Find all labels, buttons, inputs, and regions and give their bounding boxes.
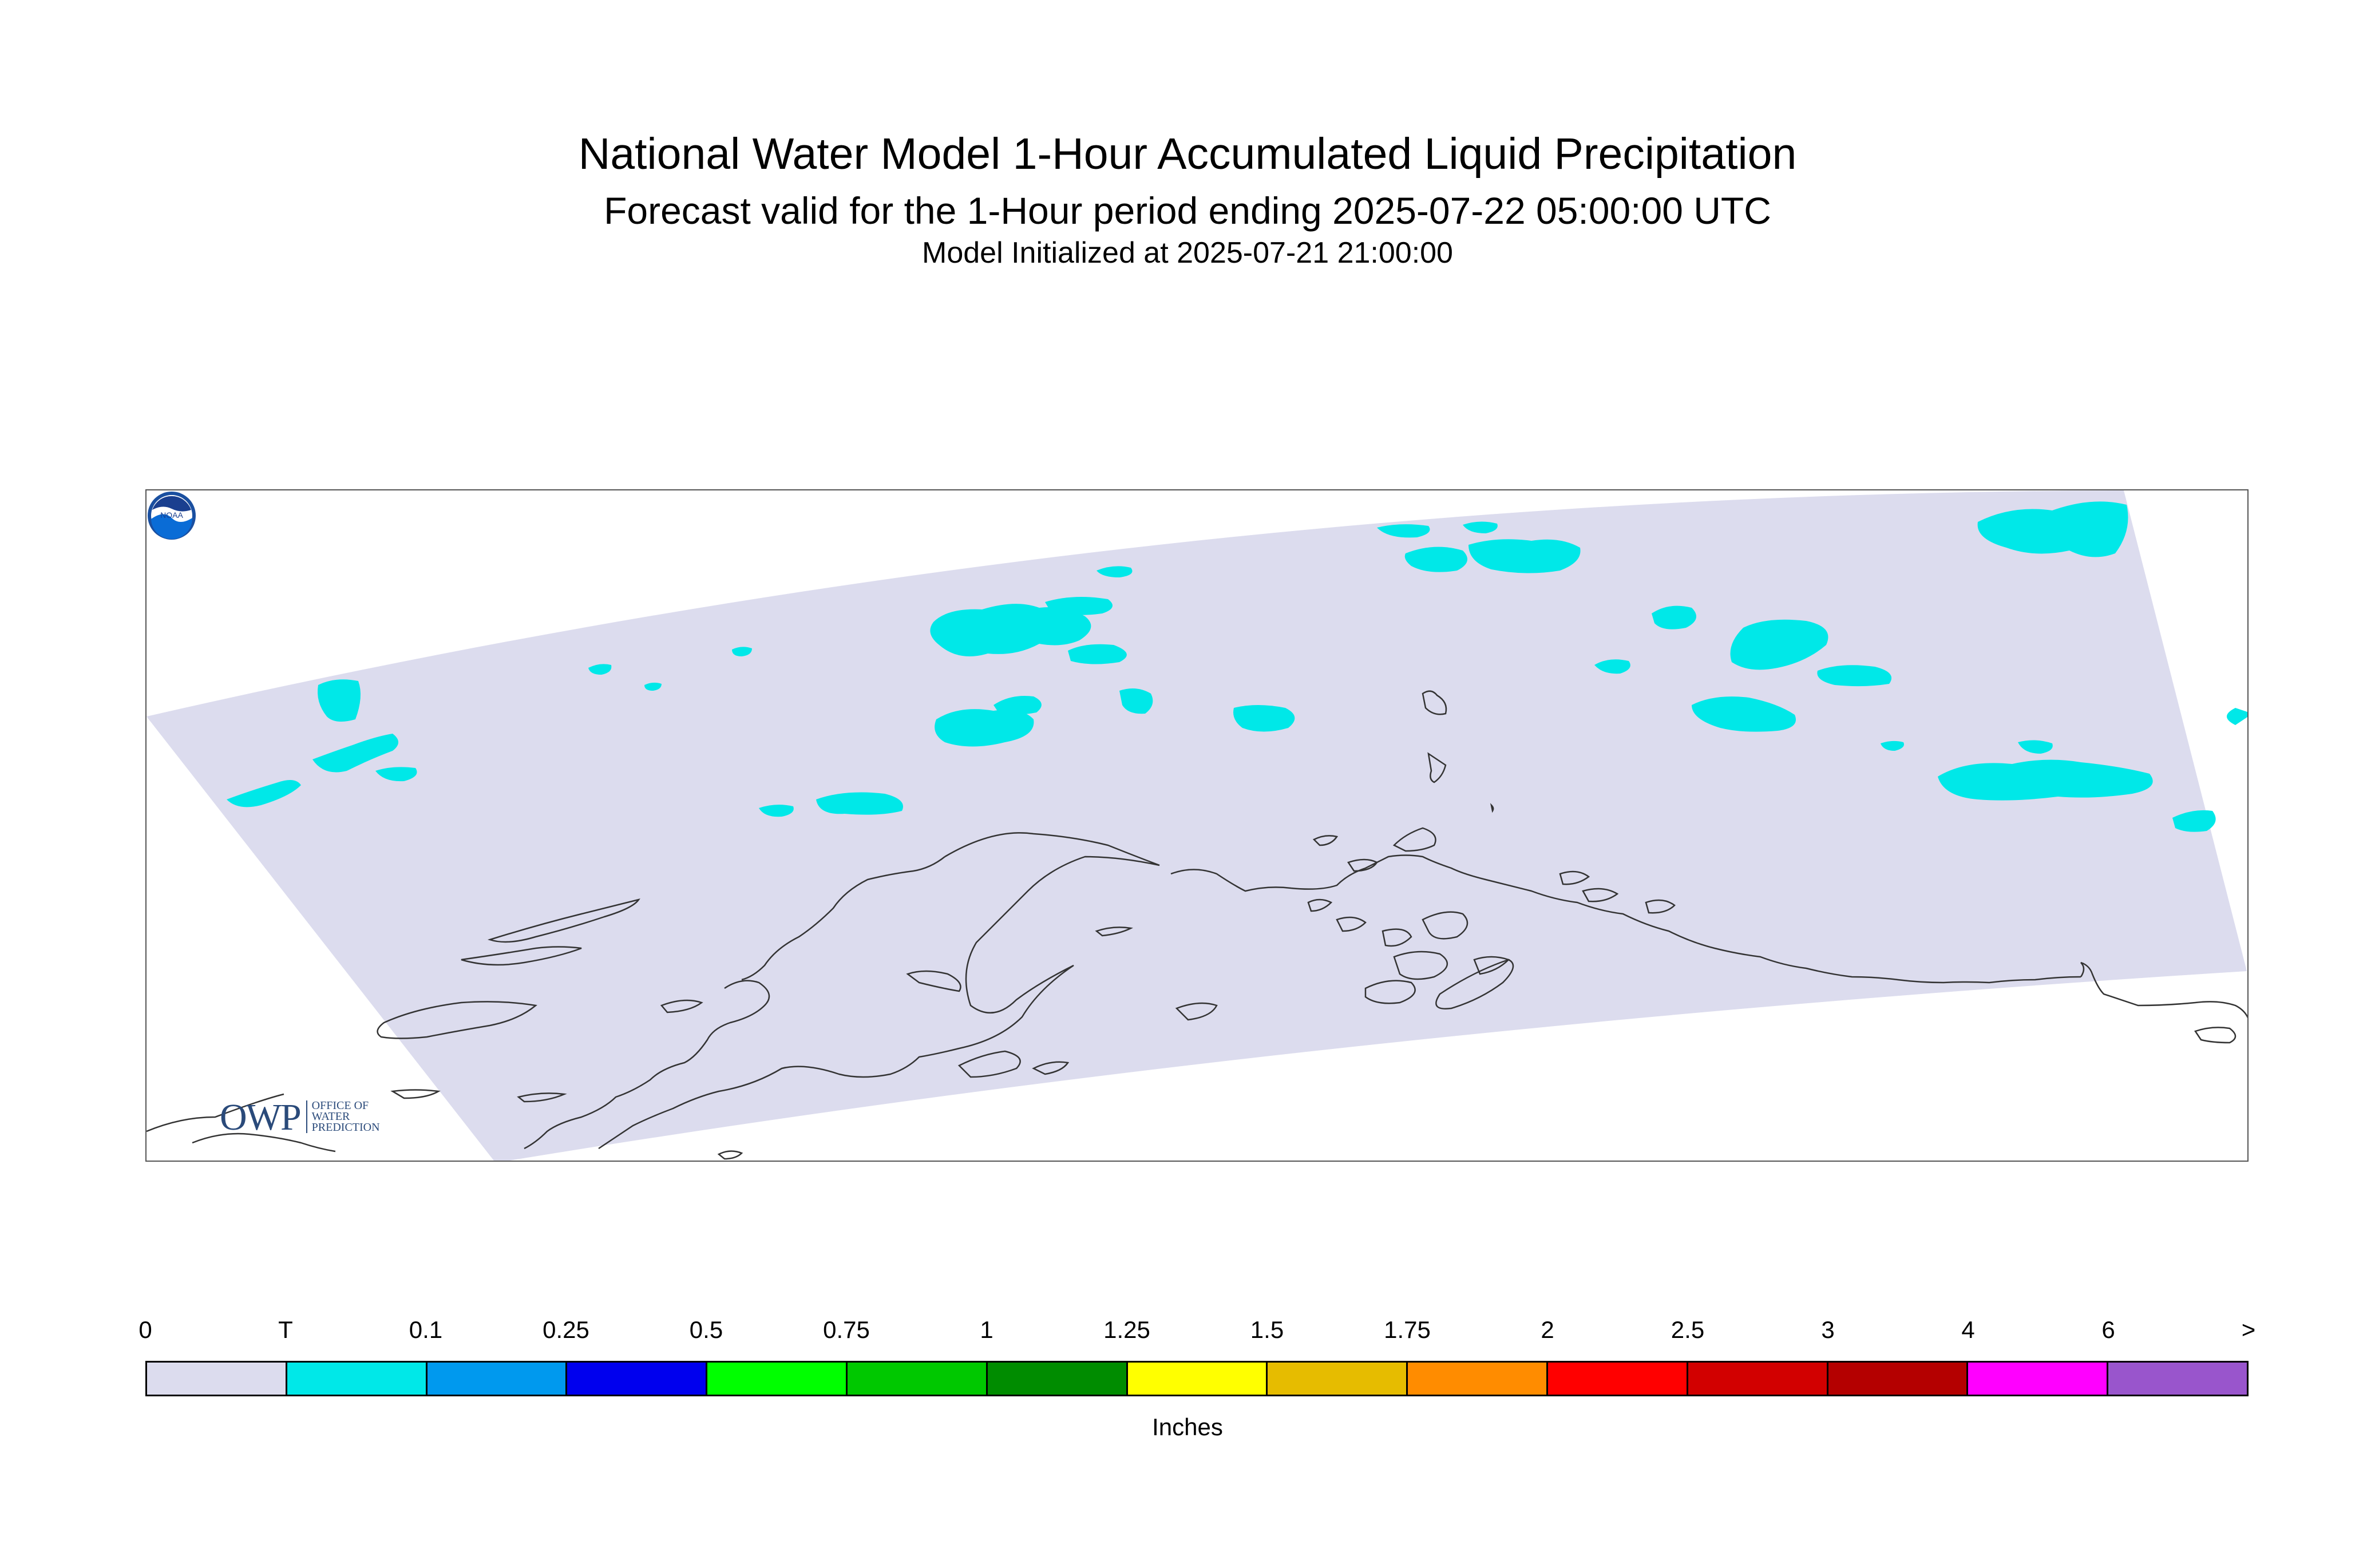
owp-logo: OWP OFFICE OF WATER PREDICTION (220, 1096, 380, 1138)
colorbar-segment (1968, 1363, 2109, 1395)
colorbar-segment (1268, 1363, 1408, 1395)
colorbar-segment (987, 1363, 1128, 1395)
colorbar-segment (567, 1363, 708, 1395)
colorbar-tick-label: 2 (1541, 1316, 1554, 1343)
colorbar-segment (1688, 1363, 1828, 1395)
map-canvas (147, 490, 2247, 1161)
owp-logo-subtitle: OFFICE OF WATER PREDICTION (306, 1100, 380, 1133)
owp-logo-mark: OWP (220, 1096, 302, 1138)
colorbar-tick-label: 1.5 (1250, 1316, 1284, 1343)
forecast-valid-subtitle: Forecast valid for the 1-Hour period end… (604, 189, 1771, 232)
colorbar-segment (287, 1363, 428, 1395)
precip-areas (227, 501, 2247, 832)
colorbar-tick-label: > (2241, 1316, 2256, 1343)
map-title: National Water Model 1-Hour Accumulated … (578, 129, 1797, 179)
colorbar-segment (847, 1363, 988, 1395)
model-initialized-text: Model Initialized at 2025-07-21 21:00:00 (922, 236, 1453, 270)
colorbar-tick-label: 2.5 (1671, 1316, 1705, 1343)
svg-text:NOAA: NOAA (160, 510, 183, 520)
colorbar-segment (1547, 1363, 1688, 1395)
colorbar-segment (147, 1363, 287, 1395)
colorbar-segment (1408, 1363, 1548, 1395)
colorbar-tick-labels: 0 T 0.1 0.25 0.5 0.75 1 1.25 1.5 1.75 2 2.5 3 4 6 > (138, 1316, 2255, 1351)
colorbar (145, 1361, 2249, 1396)
colorbar-tick-label: 0.75 (823, 1316, 870, 1343)
noaa-logo-icon: NOAA (148, 492, 196, 540)
colorbar-units-label: Inches (1152, 1413, 1223, 1440)
colorbar-tick-label: 1.25 (1103, 1316, 1150, 1343)
colorbar-segment (2108, 1363, 2247, 1395)
model-domain-area (147, 490, 2247, 1161)
colorbar-tick-label: 0.25 (543, 1316, 589, 1343)
owp-logo-line3: PREDICTION (311, 1121, 380, 1134)
colorbar-tick-label: 1.75 (1384, 1316, 1431, 1343)
colorbar-tick-label: 0 (138, 1316, 152, 1343)
coastlines (147, 690, 2247, 1160)
precipitation-map: OWP OFFICE OF WATER PREDICTION NOAA (145, 489, 2249, 1162)
colorbar-tick-label: 0.1 (409, 1316, 443, 1343)
owp-logo-line2: WATER (311, 1110, 350, 1123)
colorbar-tick-label: 0.5 (689, 1316, 723, 1343)
colorbar-tick-label: 1 (980, 1316, 993, 1343)
colorbar-segment (707, 1363, 848, 1395)
owp-logo-line1: OFFICE OF (311, 1099, 369, 1112)
colorbar-tick-label: 4 (1961, 1316, 1975, 1343)
colorbar-segment (1828, 1363, 1969, 1395)
colorbar-tick-label: 3 (1821, 1316, 1835, 1343)
colorbar-segment (427, 1363, 568, 1395)
colorbar-tick-label: T (278, 1316, 293, 1343)
colorbar-tick-label: 6 (2101, 1316, 2115, 1343)
colorbar-segment (1127, 1363, 1268, 1395)
